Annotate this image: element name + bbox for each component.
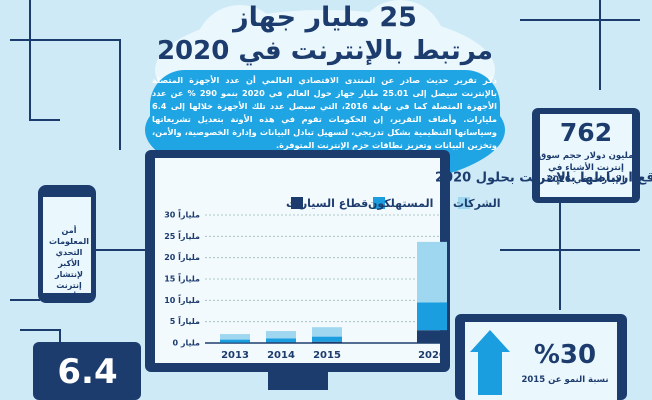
chart-title: الأجهزة المتوقع ارتباطها بالإنترنت بحلول…	[435, 169, 652, 186]
phone-text: أمن المعلومات التحدي الأكبر لإنتشار إنتر…	[49, 226, 89, 301]
bar-segment	[312, 327, 342, 337]
legend-label: المستهلكون	[368, 197, 433, 210]
bar-segment	[220, 339, 250, 343]
y-tick-label: 15 ملياراً	[164, 273, 200, 284]
growth-value: %30	[533, 340, 597, 370]
box-frame	[33, 342, 141, 400]
legend-swatch	[291, 197, 303, 209]
y-tick-label: 25 ملياراً	[164, 230, 200, 241]
bar-segment	[417, 330, 447, 343]
x-tick-label: 2015	[313, 350, 341, 361]
growth-text: نسبة النمو عن 2015	[521, 375, 609, 385]
bar-segment	[220, 334, 250, 340]
y-tick-label: 30 ملياراً	[164, 209, 200, 220]
title: 25 مليار جهاز	[233, 2, 417, 33]
bar-segment	[266, 342, 296, 343]
bar-segment	[417, 302, 447, 331]
legend-label: الشركات	[453, 197, 501, 210]
monitor-screen	[155, 158, 440, 363]
y-tick-label: 20 ملياراً	[164, 251, 200, 262]
y-tick-label: 5 ملياراً	[170, 315, 200, 326]
devices-value: 6.4	[57, 352, 118, 392]
x-tick-label: 2013	[221, 350, 249, 361]
decor	[10, 0, 640, 345]
legend-label: قطاع السيارات	[286, 197, 368, 210]
paragraph: ذكر تقرير حديث صادر عن المنتدى الاقتصادي…	[152, 75, 497, 150]
bar-segment	[312, 336, 342, 342]
bar-segment	[266, 331, 296, 339]
monitor-stand	[268, 372, 328, 390]
x-tick-label: 2020	[418, 350, 446, 361]
y-tick-label: 0 مليار	[173, 339, 201, 348]
phone-screen	[43, 197, 91, 293]
market-text: مليون دولار حجم سوق إنترنت الأشياء في ال…	[538, 151, 634, 185]
title: مرتبط بالإنترنت في 2020	[156, 36, 494, 66]
bar-segment	[312, 341, 342, 343]
legend-swatch	[458, 197, 470, 209]
chart: 0 مليار 5 ملياراً 10 ملياراً 15 ملياراً 20 م…	[164, 197, 501, 361]
bar-segment	[417, 241, 447, 303]
y-tick-label: 10 ملياراً	[164, 294, 200, 305]
tablet-screen	[540, 114, 632, 197]
growth-arrow	[470, 330, 510, 395]
market-value: 762	[559, 118, 613, 147]
legend-swatch	[373, 197, 385, 209]
x-tick-label: 2014	[267, 350, 295, 361]
bar-segment	[266, 338, 296, 343]
